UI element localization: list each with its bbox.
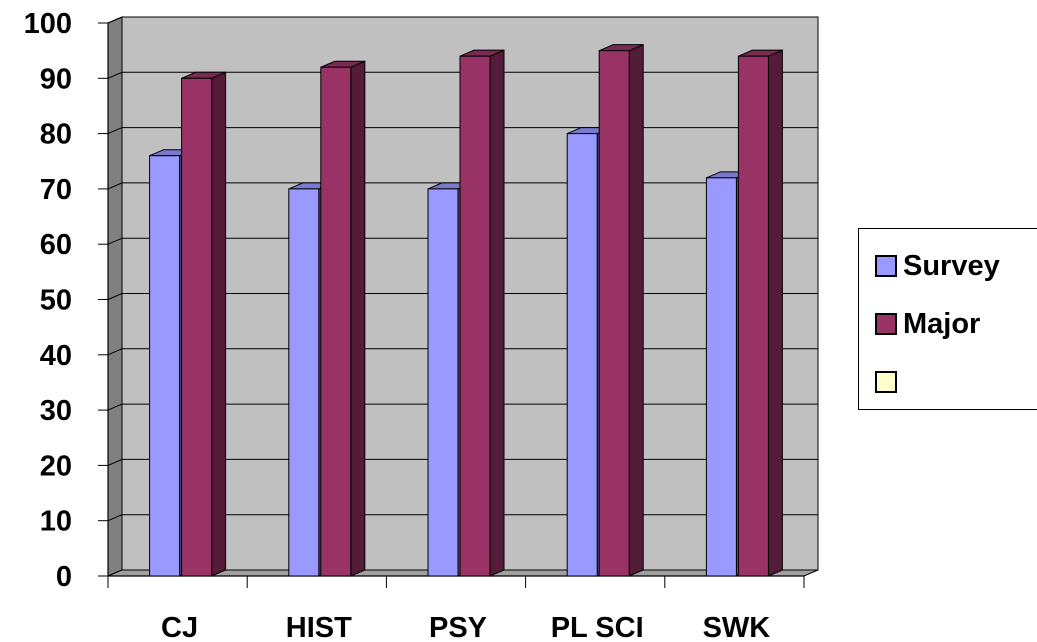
legend-item-empty <box>875 365 1037 399</box>
y-tick-label: 30 <box>40 395 72 427</box>
y-tick-label: 0 <box>56 561 72 593</box>
legend-label-major: Major <box>903 308 981 340</box>
x-tick-label: HIST <box>286 612 352 642</box>
y-tick-label: 50 <box>40 285 72 317</box>
y-tick-label: 60 <box>40 229 72 261</box>
bar-major-hist <box>320 60 366 577</box>
y-tick-labels: 0 10 20 30 40 50 60 70 80 90 100 <box>24 8 72 593</box>
legend-swatch-survey <box>875 255 897 277</box>
bar-major-cj <box>181 71 227 577</box>
y-tick-label: 90 <box>40 63 72 95</box>
legend-label-survey: Survey <box>903 250 1000 282</box>
y-tick-label: 20 <box>40 450 72 482</box>
gridline <box>107 16 818 24</box>
bar-major-swk <box>737 49 783 577</box>
y-tick-label: 10 <box>40 506 72 538</box>
y-tick-label: 80 <box>40 119 72 151</box>
x-tick-label: CJ <box>161 612 198 642</box>
legend-swatch-major <box>875 313 897 335</box>
x-tick-label: PSY <box>429 612 487 642</box>
x-tick-label: PL SCI <box>551 612 644 642</box>
x-tick-label: SWK <box>703 612 771 642</box>
y-tick-label: 100 <box>24 8 72 40</box>
legend-item-major: Major <box>875 307 1037 341</box>
legend: Survey Major <box>858 228 1037 410</box>
y-tick-label: 40 <box>40 340 72 372</box>
bars <box>149 43 783 577</box>
bar-major-psy <box>459 49 505 577</box>
gridline <box>107 71 818 79</box>
y-tick-label: 70 <box>40 174 72 206</box>
legend-item-survey: Survey <box>875 249 1037 283</box>
bar-major-pl-sci <box>598 43 644 577</box>
x-tick-labels: CJ HIST PSY PL SCI SWK <box>161 612 770 642</box>
legend-swatch-empty <box>875 371 897 393</box>
